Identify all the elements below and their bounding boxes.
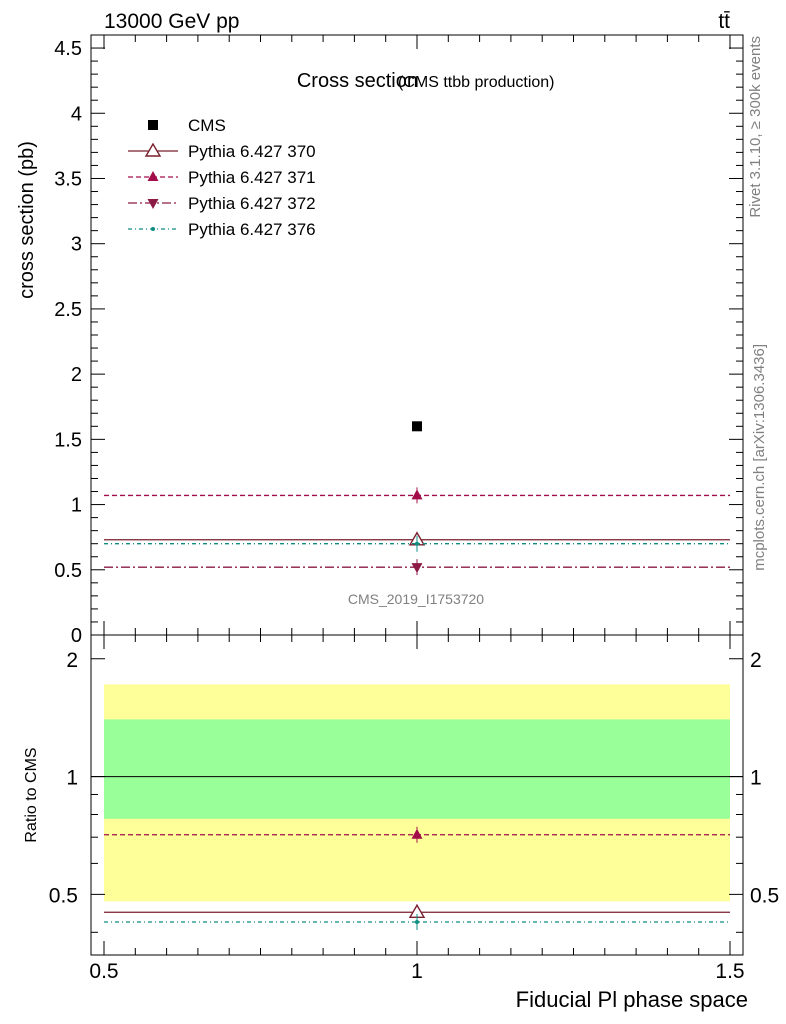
y-tick-label: 4.5	[54, 38, 82, 60]
ratio-y-tick-label-right: 1	[750, 767, 762, 790]
ratio-y-tick-label: 1	[66, 767, 78, 790]
y-tick-label: 0	[71, 625, 82, 647]
legend-marker-4	[151, 227, 155, 231]
legend-label-2: Pythia 6.427 371	[188, 168, 316, 187]
ratio-y-tick-label: 2	[66, 649, 78, 672]
ratio-marker-1	[411, 828, 423, 839]
analysis-watermark: CMS_2019_I1753720	[348, 591, 484, 607]
y-tick-label: 0.5	[54, 560, 82, 582]
y-tick-label: 3.5	[54, 168, 82, 190]
x-tick-label: 0.5	[89, 960, 118, 983]
series-marker-4	[415, 541, 419, 546]
ratio-band-inner	[104, 719, 730, 819]
ratio-marker-3	[415, 920, 419, 925]
legend-marker-1	[144, 142, 162, 157]
y-tick-label: 1.5	[54, 429, 82, 451]
x-tick-label: 1	[411, 960, 423, 983]
y-axis-label: cross section (pb)	[16, 141, 38, 299]
header-left: 13000 GeV pp	[104, 10, 239, 33]
x-tick-label: 1.5	[715, 960, 744, 983]
legend-marker-2	[147, 171, 159, 181]
legend-marker-3	[147, 199, 159, 209]
chart-title: Cross section	[297, 70, 418, 92]
y-tick-label: 4	[71, 103, 82, 125]
series-marker-3	[411, 563, 423, 574]
legend-label-4: Pythia 6.427 376	[188, 220, 316, 239]
legend-label-0: CMS	[188, 116, 226, 135]
main-panel: 0 0.5 1 1.5 2 2.5 3 3.5 4 4.5 Cross section (CMS …	[16, 34, 744, 647]
ratio-panel: 0.5 0.5 1 1 2 2 0.5 1 1.5 Ratio to CMS Fiducial …	[23, 634, 779, 1012]
mcplots-label: mcplots.cern.ch [arXiv:1306.3436]	[751, 344, 768, 571]
y-tick-label: 2	[71, 364, 82, 386]
legend-marker-cms	[148, 120, 158, 130]
y-tick-label: 2.5	[54, 299, 82, 321]
series-marker-2	[411, 489, 423, 500]
rivet-label: Rivet 3.1.10, ≥ 300k events	[747, 36, 764, 218]
y-tick-label: 1	[71, 495, 82, 517]
ratio-axis-label: Ratio to CMS	[23, 747, 40, 842]
x-axis-label: Fiducial Pl phase space	[516, 987, 748, 1012]
cms-data-point	[412, 421, 422, 432]
y-tick-label: 3	[71, 234, 82, 256]
ratio-y-tick-label-right: 0.5	[750, 884, 779, 907]
chart-subtitle: (CMS ttbb production)	[398, 74, 555, 91]
ratio-y-tick-label-right: 2	[750, 649, 762, 672]
legend: CMS Pythia 6.427 370 Pythia 6.427 371 Pythi…	[128, 116, 316, 239]
ratio-y-tick-label: 0.5	[49, 884, 78, 907]
legend-label-3: Pythia 6.427 372	[188, 194, 316, 213]
legend-label-1: Pythia 6.427 370	[188, 142, 316, 161]
header-right: tt̄	[718, 10, 730, 33]
